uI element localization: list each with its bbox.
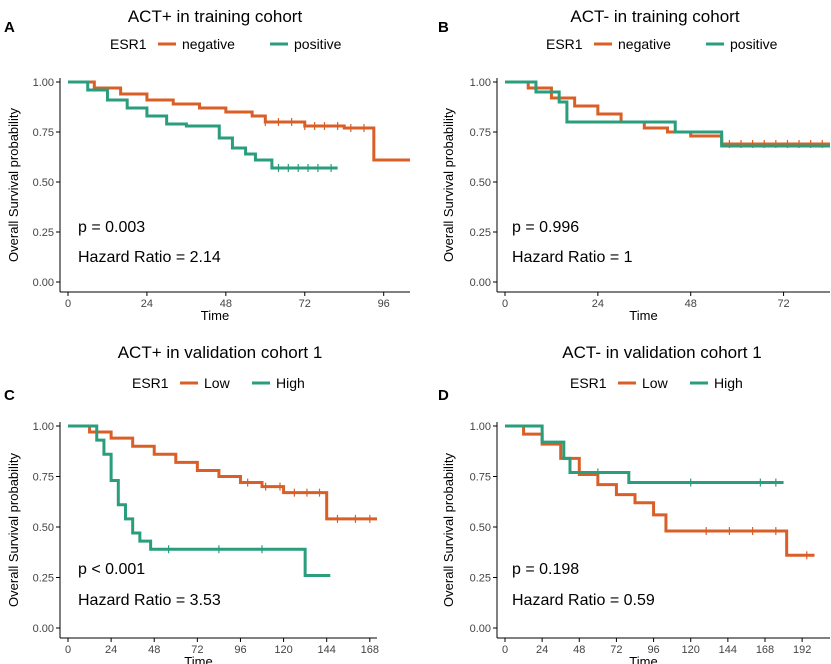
x-axis-title: Time — [629, 308, 657, 323]
panel-letter: C — [4, 387, 15, 404]
x-tick-label: 0 — [502, 644, 508, 656]
panel-letter: B — [438, 19, 449, 36]
legend: ESR1 Low High — [132, 375, 305, 391]
y-tick-label: 0.25 — [470, 227, 491, 239]
survival-curve-high — [68, 424, 331, 577]
x-tick-label: 72 — [610, 644, 622, 656]
x-tick-label: 168 — [361, 644, 379, 656]
x-tick-label: 48 — [573, 644, 585, 656]
p-value-label: p = 0.003 — [78, 219, 145, 236]
y-tick-label: 1.00 — [33, 77, 54, 89]
y-tick-label: 0.00 — [33, 277, 54, 289]
y-tick-label: 0.25 — [470, 573, 491, 585]
y-tick-label: 1.00 — [470, 77, 491, 89]
legend-title: ESR1 — [132, 375, 169, 391]
panel-letter: D — [438, 387, 449, 404]
survival-curve-positive — [68, 80, 338, 170]
chart-title: ACT- in validation cohort 1 — [562, 343, 761, 362]
y-tick-label: 0.75 — [33, 472, 54, 484]
chart-panel-d: D ACT- in validation cohort 1 ESR1 Low High 0… — [438, 343, 830, 664]
x-axis-title: Time — [201, 308, 229, 323]
p-value-label: p = 0.996 — [512, 219, 579, 236]
hazard-ratio-label: Hazard Ratio = 1 — [512, 249, 633, 266]
x-tick-label: 96 — [234, 644, 246, 656]
x-tick-label: 0 — [65, 298, 71, 310]
survival-curve-positive — [505, 80, 830, 148]
x-tick-label: 24 — [536, 644, 548, 656]
y-tick-label: 0.00 — [470, 277, 491, 289]
y-tick-label: 0.25 — [33, 227, 54, 239]
x-tick-label: 48 — [220, 298, 232, 310]
survival-curve-low — [505, 424, 815, 557]
x-tick-label: 48 — [685, 298, 697, 310]
survival-curve-negative — [505, 80, 830, 146]
legend-label-low: Low — [204, 375, 231, 391]
x-tick-label: 192 — [793, 644, 811, 656]
p-value-label: p < 0.001 — [78, 561, 145, 578]
y-axis-title: Overall Survival probability — [6, 453, 21, 607]
y-axis-title: Overall Survival probability — [6, 108, 21, 262]
x-tick-label: 120 — [682, 644, 700, 656]
x-tick-label: 24 — [105, 644, 117, 656]
x-tick-label: 48 — [148, 644, 160, 656]
x-tick-label: 96 — [647, 644, 659, 656]
x-tick-label: 144 — [318, 644, 336, 656]
x-tick-label: 72 — [777, 298, 789, 310]
x-tick-label: 168 — [756, 644, 774, 656]
chart-title: ACT+ in validation cohort 1 — [118, 343, 323, 362]
p-value-label: p = 0.198 — [512, 561, 579, 578]
legend-label-negative: negative — [182, 36, 235, 52]
hazard-ratio-label: Hazard Ratio = 3.53 — [78, 592, 221, 609]
y-tick-label: 1.00 — [33, 421, 54, 433]
legend-label-positive: positive — [294, 36, 342, 52]
hazard-ratio-label: Hazard Ratio = 2.14 — [78, 249, 221, 266]
y-tick-label: 0.00 — [33, 623, 54, 635]
survival-curve-low — [68, 424, 377, 521]
y-tick-label: 0.75 — [33, 127, 54, 139]
legend-label-high: High — [714, 375, 743, 391]
legend-title: ESR1 — [570, 375, 607, 391]
chart-panel-c: C ACT+ in validation cohort 1 ESR1 Low High 0… — [4, 343, 379, 664]
y-tick-label: 0.75 — [470, 127, 491, 139]
y-tick-label: 0.25 — [33, 573, 54, 585]
panel-letter: A — [4, 19, 15, 36]
x-tick-label: 0 — [502, 298, 508, 310]
y-tick-label: 0.50 — [470, 177, 491, 189]
x-tick-label: 72 — [191, 644, 203, 656]
survival-curve-negative — [68, 80, 410, 162]
legend-title: ESR1 — [546, 36, 583, 52]
y-tick-label: 1.00 — [470, 421, 491, 433]
legend: ESR1 Low High — [570, 375, 743, 391]
legend-label-low: Low — [642, 375, 669, 391]
chart-title: ACT+ in training cohort — [128, 7, 303, 26]
hazard-ratio-label: Hazard Ratio = 0.59 — [512, 592, 655, 609]
x-axis-title: Time — [184, 654, 212, 664]
y-tick-label: 0.50 — [470, 522, 491, 534]
x-axis-title: Time — [629, 654, 657, 664]
legend: ESR1 negative positive — [546, 36, 778, 52]
legend-title: ESR1 — [110, 36, 147, 52]
x-tick-label: 72 — [299, 298, 311, 310]
legend: ESR1 negative positive — [110, 36, 342, 52]
y-tick-label: 0.50 — [33, 522, 54, 534]
x-tick-label: 24 — [592, 298, 604, 310]
y-tick-label: 0.75 — [470, 472, 491, 484]
x-tick-label: 120 — [274, 644, 292, 656]
chart-title: ACT- in training cohort — [570, 7, 739, 26]
y-axis-title: Overall Survival probability — [441, 108, 456, 262]
chart-panel-a: A ACT+ in training cohort ESR1 negative posi… — [4, 7, 410, 323]
y-axis-title: Overall Survival probability — [441, 453, 456, 607]
x-tick-label: 96 — [378, 298, 390, 310]
x-tick-label: 144 — [719, 644, 737, 656]
x-tick-label: 24 — [141, 298, 153, 310]
survival-curve-high — [505, 424, 784, 485]
legend-label-high: High — [276, 375, 305, 391]
y-tick-label: 0.00 — [470, 623, 491, 635]
chart-panel-b: B ACT- in training cohort ESR1 negative posi… — [438, 7, 830, 323]
x-tick-label: 0 — [65, 644, 71, 656]
legend-label-positive: positive — [730, 36, 778, 52]
legend-label-negative: negative — [618, 36, 671, 52]
y-tick-label: 0.50 — [33, 177, 54, 189]
